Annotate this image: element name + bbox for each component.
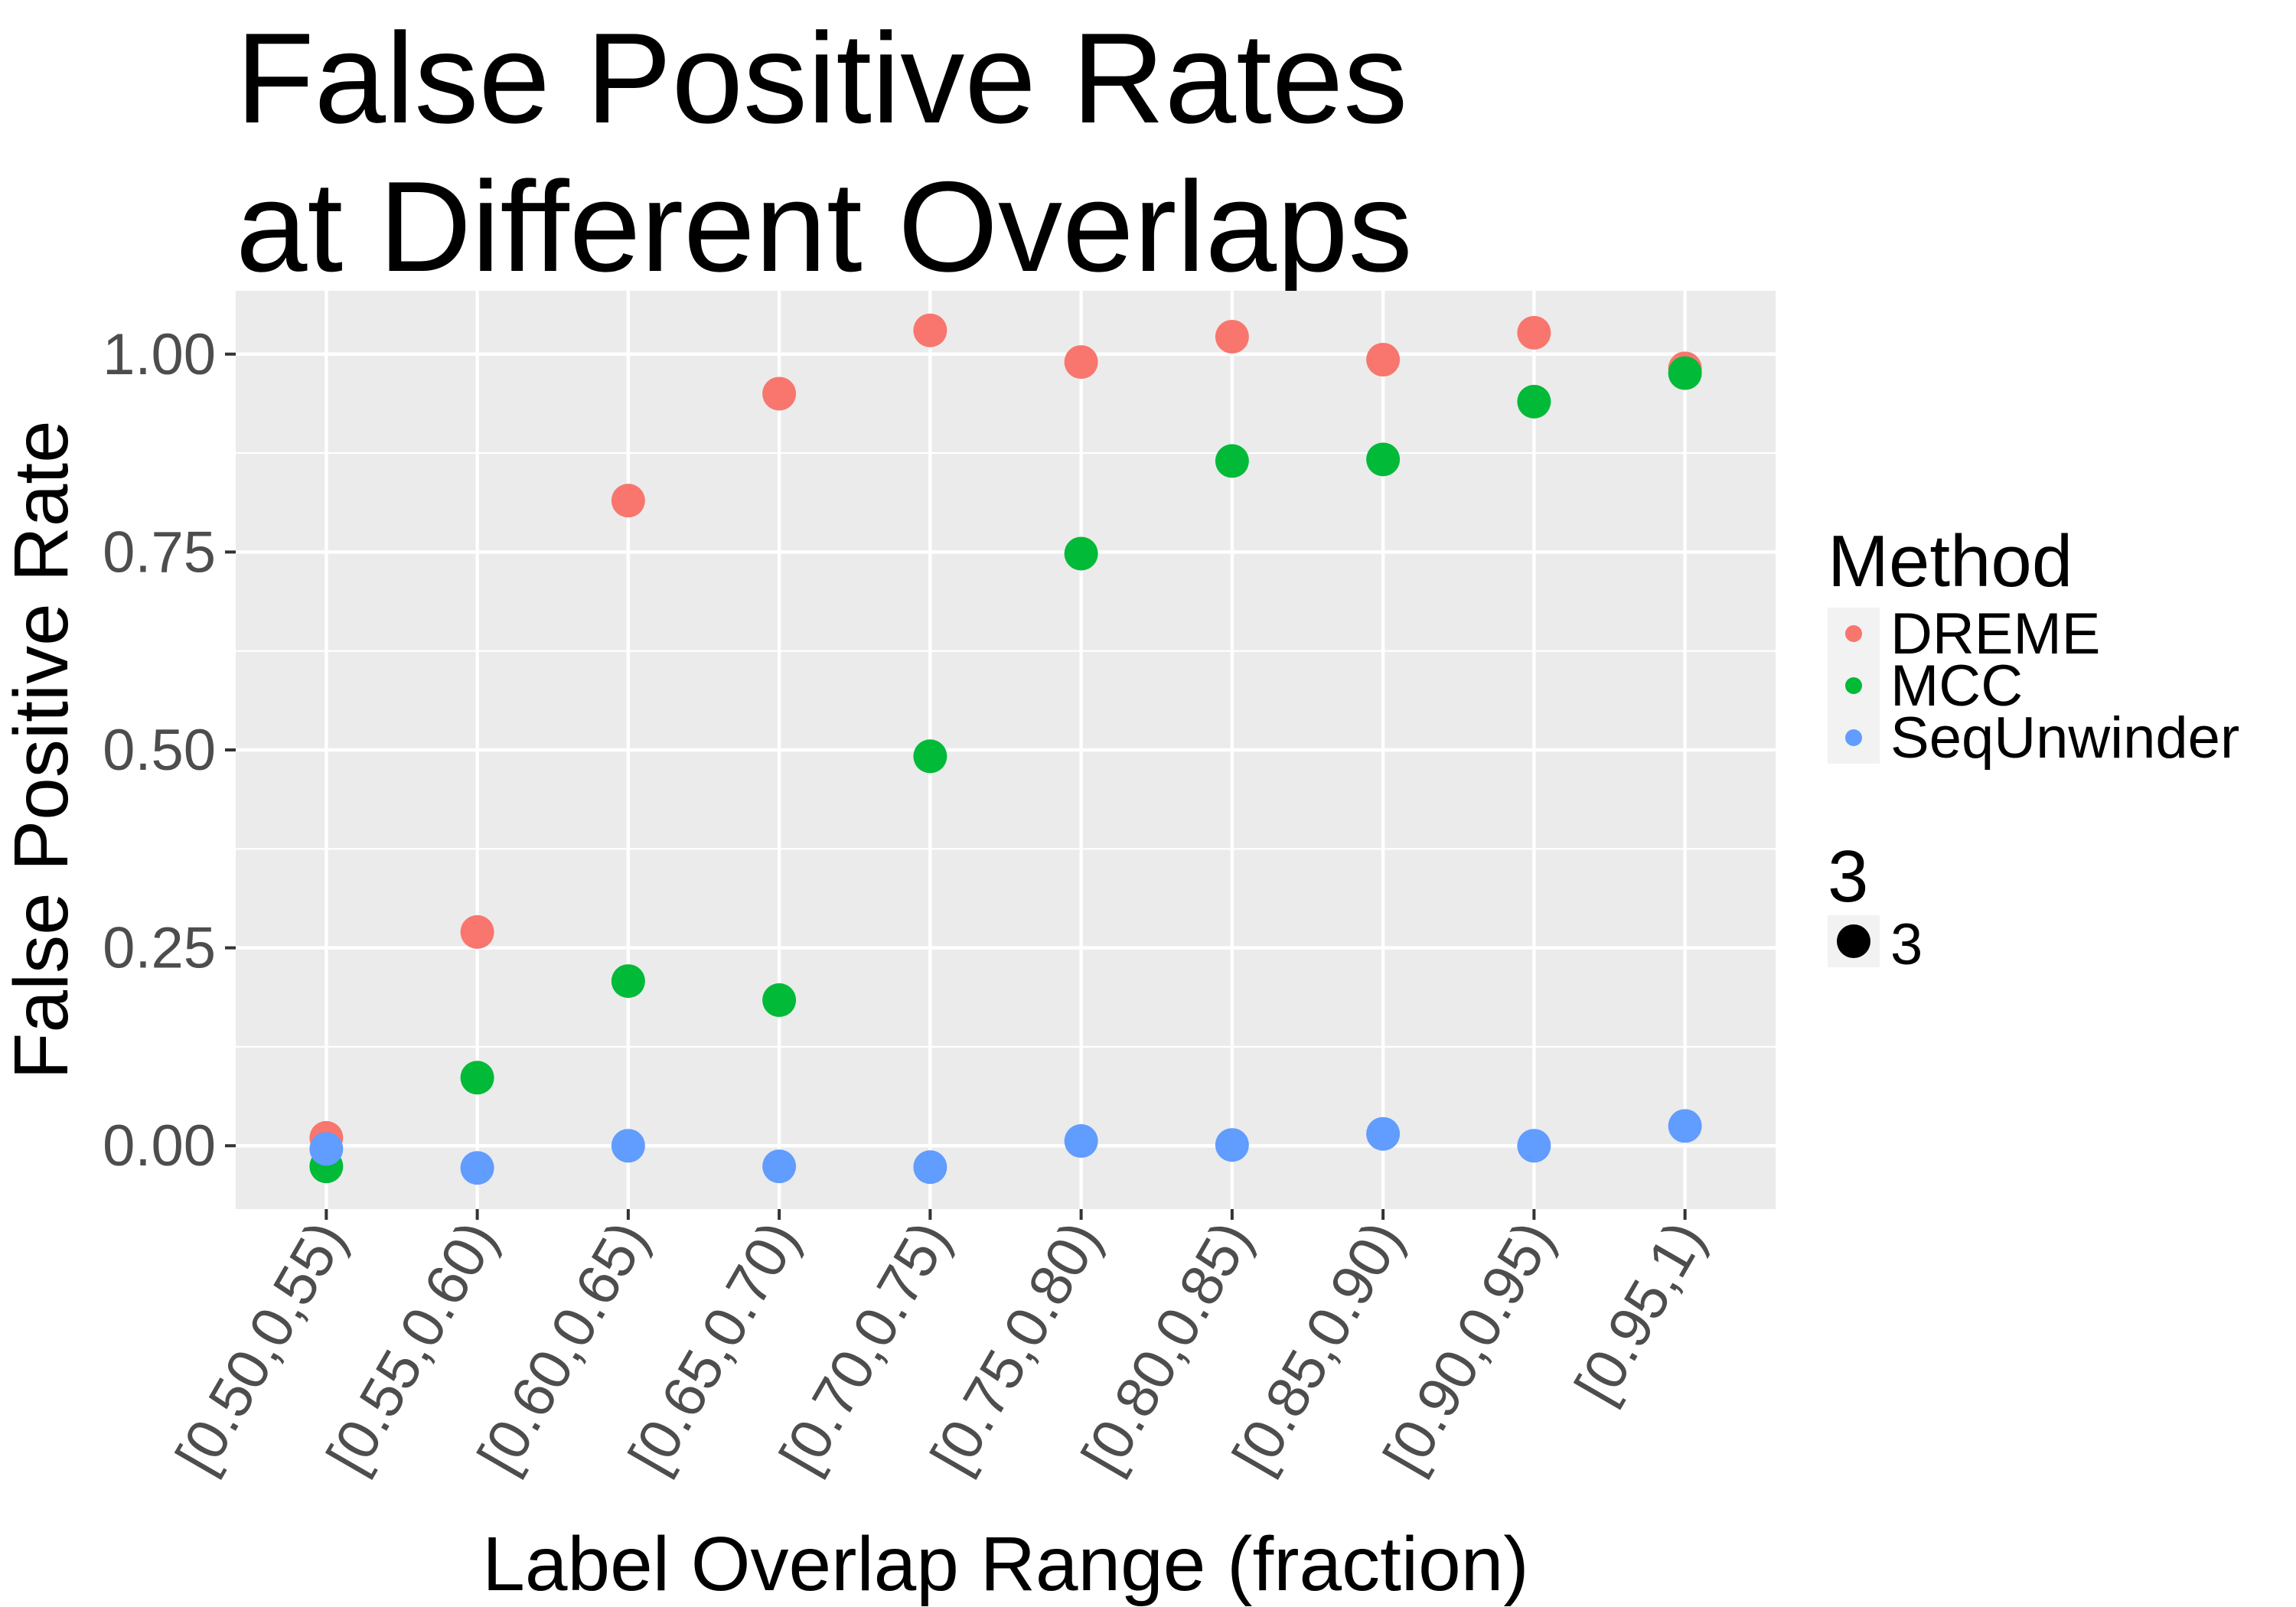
point-mcc	[1668, 356, 1702, 390]
point-mcc	[1366, 442, 1401, 477]
point-sequnwinder	[913, 1150, 947, 1185]
point-sequnwinder	[1366, 1116, 1401, 1151]
point-mcc	[460, 1061, 494, 1095]
point-sequnwinder	[611, 1129, 645, 1163]
point-sequnwinder	[1215, 1128, 1249, 1162]
legend-swatch-mcc	[1845, 677, 1862, 694]
point-dreme	[1215, 320, 1249, 354]
data-points	[309, 313, 1702, 1185]
y-tick-label: 0.75	[103, 520, 216, 585]
point-mcc	[1064, 536, 1098, 571]
chart-title-line-2: at Different Overlaps	[236, 155, 1413, 298]
point-dreme	[460, 914, 494, 949]
legend-swatch-dreme	[1845, 625, 1862, 642]
x-axis-tick-labels: [0.50,0,55)[0.55,0.60)[0.60,0.65)[0.65,0…	[164, 1209, 1717, 1484]
point-dreme	[762, 376, 797, 411]
point-sequnwinder	[762, 1149, 797, 1184]
point-dreme	[913, 313, 947, 347]
point-dreme	[1366, 343, 1401, 376]
grid-lines	[236, 291, 1776, 1209]
point-sequnwinder	[1668, 1109, 1702, 1143]
legend-title-size: 3	[1828, 836, 1868, 918]
legend-swatch-sequnwinder	[1845, 729, 1862, 746]
legend-label: SeqUnwinder	[1890, 706, 2239, 771]
y-tick-label: 0.25	[103, 916, 216, 981]
point-dreme	[1517, 315, 1551, 350]
y-tick-label: 1.00	[103, 322, 216, 387]
y-tick-label: 0.50	[103, 718, 216, 783]
point-mcc	[762, 983, 797, 1017]
legend-label: MCC	[1890, 654, 2023, 719]
y-axis-tick-labels: 0.00 0.25 0.50 0.75 1.00	[103, 322, 236, 1178]
legend-size-label: 3	[1890, 912, 1923, 977]
point-mcc	[1215, 444, 1249, 478]
point-sequnwinder	[460, 1151, 494, 1185]
point-mcc	[1517, 384, 1551, 419]
y-tick-label: 0.00	[103, 1113, 216, 1178]
chart-title-line-1: False Positive Rates	[236, 6, 1407, 150]
y-axis-title: False Positive Rate	[0, 420, 84, 1079]
x-axis-title: Label Overlap Range (fraction)	[482, 1521, 1528, 1607]
legend-size-swatch	[1837, 924, 1870, 958]
point-sequnwinder	[1064, 1124, 1098, 1159]
chart-title: False Positive Rates at Different Overla…	[236, 6, 1413, 298]
point-sequnwinder	[309, 1132, 344, 1166]
legend-label: DREME	[1890, 601, 2100, 667]
point-mcc	[913, 739, 947, 774]
point-sequnwinder	[1517, 1129, 1551, 1163]
point-dreme	[611, 484, 645, 518]
point-dreme	[1064, 345, 1098, 380]
point-mcc	[611, 964, 645, 999]
legend-title-method: Method	[1828, 520, 2073, 602]
x-tick-label: [0.95,1)	[1563, 1211, 1717, 1414]
